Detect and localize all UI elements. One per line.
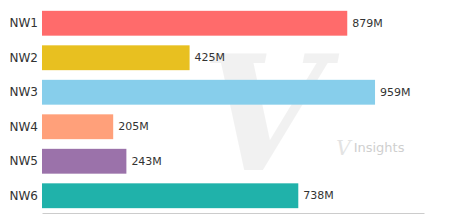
bar — [42, 114, 113, 139]
tick: NW3 — [10, 85, 38, 99]
tick-label: NW5 — [10, 154, 38, 168]
bar — [42, 149, 126, 174]
tick: NW2 — [10, 51, 38, 65]
bar — [42, 45, 190, 70]
data-labels: 879M 425M 959M 205M 243M 738M — [118, 17, 410, 203]
bar — [42, 11, 347, 36]
tick-label: NW6 — [10, 189, 38, 203]
axis-line — [43, 213, 425, 214]
tick-label: NW2 — [10, 51, 38, 65]
tick-label: NW1 — [10, 16, 38, 30]
tick: NW4 — [10, 120, 38, 134]
bar — [42, 80, 375, 105]
tick: NW6 — [10, 189, 38, 203]
bars — [42, 11, 375, 208]
data-label: 879M — [352, 17, 383, 30]
x-axis — [43, 213, 425, 214]
data-label: 738M — [303, 189, 334, 202]
data-label: 205M — [118, 120, 149, 133]
data-label: 425M — [195, 51, 226, 64]
y-axis: NW1 NW2 NW3 NW4 NW5 NW6 — [10, 16, 38, 203]
tick-label: NW3 — [10, 85, 38, 99]
tick: NW5 — [10, 154, 38, 168]
brand-text: Insights — [354, 140, 405, 155]
chart: V NW1 NW2 NW3 NW4 NW5 NW6 879M 425M 959M 205M 243M 7… — [0, 0, 474, 223]
data-label: 243M — [131, 155, 162, 168]
brand-mark: V — [336, 136, 353, 160]
tick-label: NW4 — [10, 120, 38, 134]
bar — [42, 183, 298, 208]
tick: NW1 — [10, 16, 38, 30]
data-label: 959M — [380, 86, 411, 99]
plot: V NW1 NW2 NW3 NW4 NW5 NW6 879M 425M 959M 205M 243M 7… — [10, 11, 425, 214]
watermark: V — [201, 20, 339, 208]
